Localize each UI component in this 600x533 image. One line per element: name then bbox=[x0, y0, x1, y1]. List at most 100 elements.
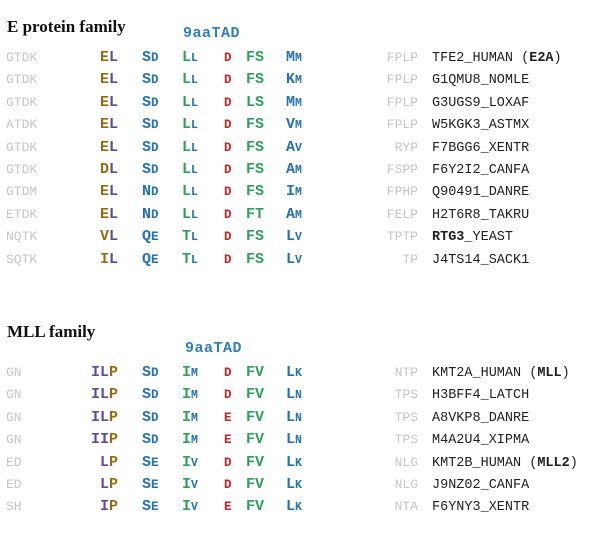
flank-left: GTDK bbox=[6, 50, 38, 65]
tad-p3-p4: LL bbox=[182, 46, 224, 70]
tad-p5: D bbox=[224, 366, 232, 380]
protein-name-text: KMT2A_HUMAN ( bbox=[432, 366, 538, 381]
tad-p1-p2-char2: D bbox=[151, 207, 159, 222]
tad-p1-p2-char2: E bbox=[151, 230, 159, 245]
flank-left: GN bbox=[6, 432, 22, 448]
tad-p3-p4-char1: L bbox=[182, 183, 192, 201]
tad-p6-p7-char2: V bbox=[255, 475, 265, 493]
tad-p6-p7-char2: S bbox=[255, 250, 265, 268]
protein-name: G1QMU8_NOMLE bbox=[418, 70, 600, 92]
flank-left: GTDM bbox=[6, 184, 38, 200]
tad-p6-p7-char2: V bbox=[255, 364, 265, 381]
flank-right: FSPP bbox=[386, 161, 418, 177]
tad-p6-p7-char1: L bbox=[246, 93, 256, 111]
protein-name-text: Q90491_DANRE bbox=[432, 185, 530, 201]
pre-residue: E bbox=[99, 205, 109, 223]
pre-residue: L bbox=[108, 160, 118, 178]
tad-p8-p9: LN bbox=[286, 428, 332, 452]
tad-p6-p7-char2: S bbox=[255, 228, 265, 246]
tad-p6-p7-char2: S bbox=[255, 71, 265, 89]
tad-p1-p2-char2: D bbox=[151, 410, 159, 425]
tad-p3-p4-char1: L bbox=[182, 160, 192, 178]
tad-p8-p9: LV bbox=[286, 225, 332, 249]
alignment-row: SH IP SE IV E FV LK NTA F6YNY3_XENTR bbox=[6, 495, 600, 517]
tad-p8-p9-char1: L bbox=[286, 475, 296, 493]
pre-residue: L bbox=[99, 386, 109, 404]
tad-p8-p9-char1: L bbox=[286, 228, 296, 246]
protein-name-text: G3UGS9_LOXAF bbox=[432, 95, 530, 111]
tad-p6-p7: FV bbox=[246, 428, 286, 451]
pre-residue: P bbox=[108, 408, 118, 426]
tad-p6-p7-char2: S bbox=[255, 160, 265, 178]
pre-residue: I bbox=[90, 386, 100, 404]
protein-name-bold: MLL bbox=[537, 366, 562, 381]
tad-p3-p4: IV bbox=[182, 495, 224, 519]
tad-p1-p2-char2: E bbox=[151, 477, 159, 492]
tad-p3-p4-char2: L bbox=[191, 186, 198, 200]
flank-left: NQTK bbox=[6, 229, 38, 245]
tad-p1-p2: SE bbox=[142, 473, 182, 496]
tad-p3-p4-char1: I bbox=[182, 408, 192, 426]
tad-p3-p4-char2: V bbox=[191, 456, 198, 470]
protein-name-text: KMT2B_HUMAN ( bbox=[432, 455, 538, 471]
tad-p6-p7-char1: F bbox=[246, 116, 256, 134]
tad-p8-p9: LK bbox=[286, 473, 332, 497]
tad-p1-p2: SD bbox=[142, 113, 182, 136]
tad-p6-p7-char1: F bbox=[246, 160, 256, 178]
tad-p3-p4-char1: L bbox=[182, 71, 192, 89]
tad-p6-p7-char2: V bbox=[255, 453, 265, 471]
tad-p3-p4-char2: L bbox=[191, 253, 198, 267]
protein-name-bold: RTG3 bbox=[432, 230, 465, 246]
tad-p3-p4: LL bbox=[182, 91, 224, 115]
protein-name: M4A2U4_XIPMA bbox=[418, 430, 600, 452]
flank-right: FPLP bbox=[386, 50, 418, 65]
protein-name-bold: E2A bbox=[529, 51, 554, 66]
alignment-row: ED LP SE IV D FV LK NLG J9NZ02_CANFA bbox=[6, 473, 600, 495]
tad-p3-p4: IV bbox=[182, 451, 224, 475]
tad-p8-p9: AM bbox=[286, 203, 332, 227]
protein-name-text: H3BFF4_LATCH bbox=[432, 388, 530, 404]
tad-p8-p9-char2: M bbox=[295, 163, 302, 177]
tad-p5: E bbox=[224, 410, 232, 425]
flank-left: GN bbox=[6, 387, 22, 403]
tad-p3-p4-char2: M bbox=[191, 367, 198, 380]
alignment-row: GTDK EL SD LL D LS MM FPLP G3UGS9_LOXAF bbox=[6, 91, 600, 113]
protein-name-text: F6YNY3_XENTR bbox=[432, 500, 530, 516]
tad-p8-p9-char1: M bbox=[286, 49, 296, 66]
9aatad-label-mll: 9aaTAD bbox=[185, 340, 243, 357]
protein-name: Q90491_DANRE bbox=[418, 182, 600, 204]
pre-motif: DL bbox=[70, 158, 118, 181]
tad-p8-p9: LN bbox=[286, 383, 332, 407]
tad-p3-p4: LL bbox=[182, 203, 224, 227]
tad-p5: D bbox=[224, 140, 232, 155]
tad-p1-p2-char1: S bbox=[142, 431, 152, 449]
tad-p6-p7-char1: F bbox=[246, 453, 256, 471]
protein-name-text: F7BGG6_XENTR bbox=[432, 140, 530, 156]
tad-p6-p7: FV bbox=[246, 495, 286, 518]
tad-p5: D bbox=[224, 252, 232, 267]
flank-left: GTDK bbox=[6, 94, 38, 110]
flank-right: TP bbox=[402, 251, 418, 267]
pre-residue: E bbox=[99, 71, 109, 89]
tad-p6-p7-char1: F bbox=[246, 364, 256, 381]
flank-right: FELP bbox=[386, 206, 418, 222]
protein-name-text: M4A2U4_XIPMA bbox=[432, 433, 530, 449]
tad-p6-p7-char1: F bbox=[246, 183, 256, 201]
pre-residue: P bbox=[108, 386, 118, 404]
flank-right: NTP bbox=[394, 365, 418, 380]
tad-p1-p2-char1: S bbox=[142, 138, 152, 156]
tad-p3-p4-char1: I bbox=[182, 364, 192, 381]
tad-p1-p2-char1: S bbox=[142, 453, 152, 471]
pre-motif: EL bbox=[70, 136, 118, 159]
tad-p6-p7-char2: S bbox=[255, 93, 265, 111]
protein-name: H3BFF4_LATCH bbox=[418, 385, 600, 407]
tad-p8-p9-char2: M bbox=[295, 119, 302, 133]
tad-p1-p2-char2: D bbox=[151, 433, 159, 448]
tad-p8-p9: MM bbox=[286, 91, 332, 115]
tad-p3-p4: IM bbox=[182, 406, 224, 430]
tad-p6-p7-char2: V bbox=[255, 498, 265, 516]
tad-p1-p2-char1: N bbox=[142, 205, 152, 223]
tad-p6-p7-char1: F bbox=[246, 498, 256, 516]
flank-right: FPHP bbox=[386, 184, 418, 200]
protein-name-text: J4TS14_SACK1 bbox=[432, 252, 530, 268]
